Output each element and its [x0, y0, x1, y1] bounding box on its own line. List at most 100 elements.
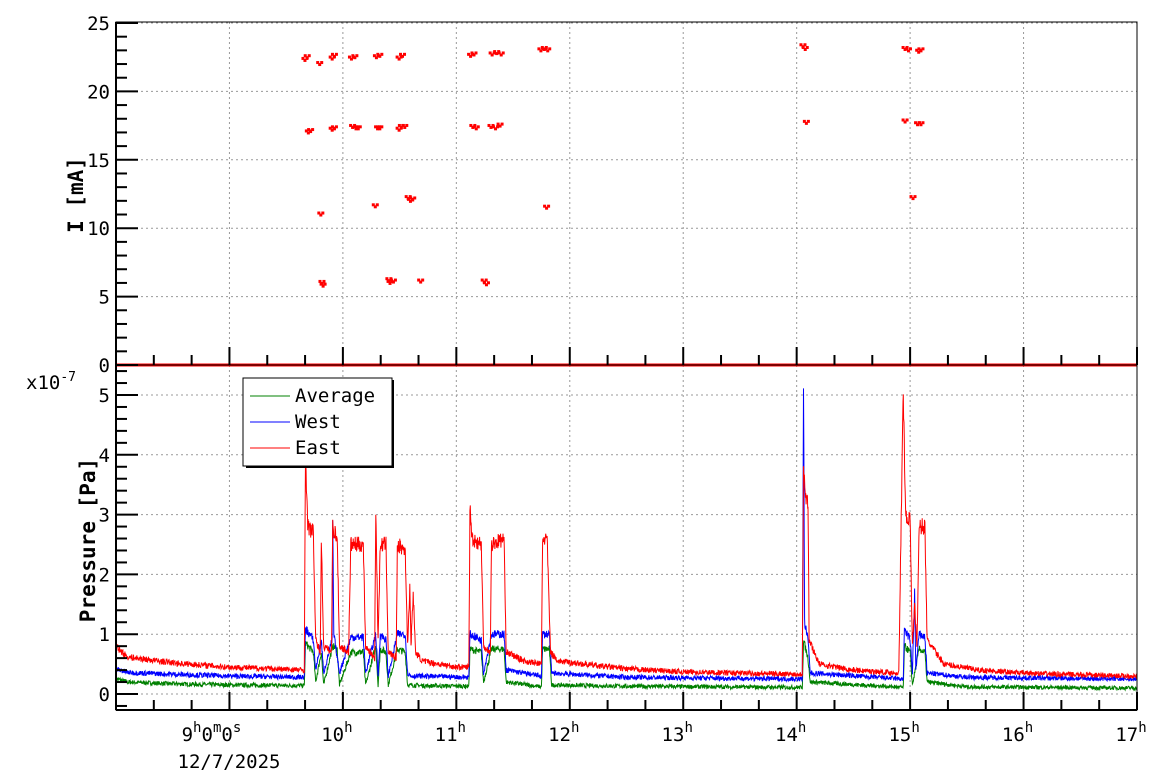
data-point: [921, 121, 925, 125]
data-point: [904, 47, 908, 51]
data-point: [492, 125, 496, 129]
x-tick-text: 13: [662, 724, 685, 746]
x-tick-superscript: h: [911, 720, 919, 736]
grid-lines: [116, 22, 1137, 710]
data-point: [476, 125, 480, 129]
data-point: [901, 45, 905, 49]
data-point: [307, 128, 311, 132]
data-point: [500, 122, 504, 126]
x-tick-superscript: h: [1138, 720, 1146, 736]
data-point: [376, 125, 380, 129]
data-point: [547, 204, 551, 208]
data-point: [919, 123, 923, 127]
y-tick-label: 0: [99, 355, 110, 377]
x-tick-superscript: h: [344, 720, 352, 736]
x-tick-text: 14: [775, 724, 798, 746]
data-point: [916, 123, 920, 127]
data-point: [917, 47, 921, 51]
x-tick-label: 12h: [548, 720, 579, 746]
data-point: [906, 49, 910, 53]
data-point: [496, 125, 500, 129]
data-point: [371, 203, 375, 207]
data-point: [548, 47, 552, 51]
x-tick-superscript: m: [213, 720, 221, 736]
legend-label: Average: [295, 385, 375, 407]
data-point: [330, 57, 334, 61]
data-point: [330, 125, 334, 129]
data-point: [490, 53, 494, 57]
data-point: [913, 195, 917, 199]
data-point: [401, 54, 405, 58]
series-line-east: [115, 394, 1138, 681]
x-tick-text: 9: [182, 724, 193, 746]
series-line-west: [115, 388, 1138, 683]
data-point: [408, 199, 412, 203]
x-tick-text: 0: [221, 724, 232, 746]
x-tick-label: 15h: [888, 720, 919, 746]
y-tick-label: 20: [87, 81, 110, 103]
data-point: [469, 123, 473, 127]
data-point: [901, 118, 905, 122]
data-point: [330, 52, 334, 56]
data-point: [380, 52, 384, 56]
data-point: [403, 52, 407, 56]
data-point: [395, 55, 399, 59]
data-point: [374, 125, 378, 129]
data-point: [319, 282, 323, 286]
data-point: [306, 131, 310, 135]
x-tick-label: 17h: [1115, 720, 1146, 746]
data-point: [806, 119, 810, 123]
legend-label: West: [295, 411, 341, 433]
data-point: [397, 123, 401, 127]
data-point: [406, 197, 410, 201]
data-point: [409, 196, 413, 200]
data-point: [917, 121, 921, 125]
x-tick-text: 15: [888, 724, 911, 746]
legend-label: East: [295, 437, 341, 459]
x-tick-label: 10h: [321, 720, 352, 746]
data-point: [914, 121, 918, 125]
y-tick-label: 5: [99, 287, 110, 309]
data-point: [804, 121, 808, 125]
data-point: [803, 43, 807, 47]
data-point: [496, 122, 500, 126]
top-panel-frame: [115, 21, 1138, 366]
x-tick-label: 14h: [775, 720, 806, 746]
multiplier-exponent: -7: [60, 370, 76, 385]
data-point: [489, 125, 493, 129]
data-point: [802, 119, 806, 123]
data-point: [307, 54, 311, 58]
data-point: [397, 128, 401, 132]
multiplier-base: x10: [26, 372, 60, 394]
data-point: [391, 280, 395, 284]
data-point: [499, 53, 503, 57]
data-point: [378, 127, 382, 131]
data-point: [419, 280, 423, 284]
data-point: [320, 61, 324, 65]
data-point: [328, 55, 332, 59]
data-point: [421, 278, 425, 282]
data-point: [403, 125, 407, 129]
y-tick-label: 5: [99, 385, 110, 407]
data-point: [322, 279, 326, 283]
data-point: [497, 51, 501, 55]
data-point: [374, 56, 378, 60]
data-point: [540, 45, 544, 49]
data-point: [303, 54, 307, 58]
data-point: [908, 47, 912, 51]
data-point: [301, 56, 305, 60]
data-point: [399, 52, 403, 56]
data-point: [484, 283, 488, 287]
data-point: [323, 282, 327, 286]
data-point: [480, 278, 484, 282]
data-point: [405, 123, 409, 127]
data-point: [488, 51, 492, 55]
data-point: [305, 56, 309, 60]
data-point: [494, 127, 498, 131]
data-point: [386, 279, 390, 283]
data-point: [311, 128, 315, 132]
x-tick-superscript: h: [571, 720, 579, 736]
data-point: [303, 58, 307, 62]
data-point: [334, 52, 338, 56]
